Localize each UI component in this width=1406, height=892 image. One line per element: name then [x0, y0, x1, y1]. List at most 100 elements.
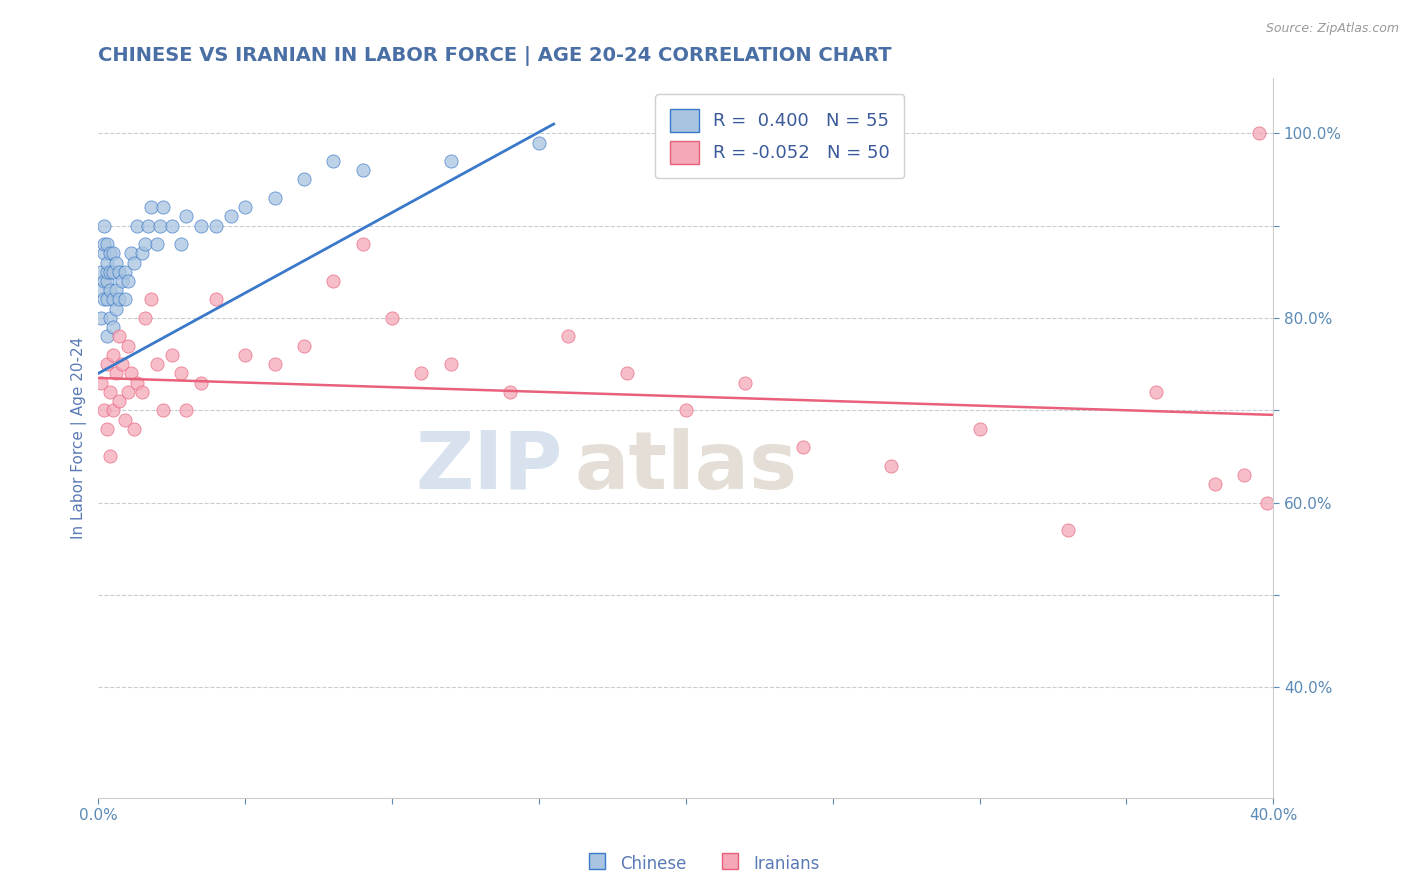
Point — [96, 422, 118, 436]
Point — [93, 293, 115, 307]
Point — [93, 274, 115, 288]
Point — [120, 246, 142, 260]
Point — [675, 136, 697, 150]
Point — [96, 293, 118, 307]
Point — [141, 293, 163, 307]
Point — [292, 338, 315, 352]
Point — [1256, 495, 1278, 509]
Point — [352, 237, 374, 252]
Point — [616, 367, 638, 381]
Point — [90, 310, 112, 325]
Point — [1056, 524, 1078, 538]
Point — [93, 246, 115, 260]
Point — [93, 403, 115, 417]
Point — [152, 200, 174, 214]
Point — [205, 293, 228, 307]
Point — [117, 338, 139, 352]
Point — [146, 357, 169, 371]
Point — [169, 237, 191, 252]
Point — [104, 367, 127, 381]
Point — [101, 348, 124, 362]
Point — [90, 265, 112, 279]
Point — [440, 357, 463, 371]
Point — [152, 403, 174, 417]
Point — [104, 283, 127, 297]
Point — [90, 376, 112, 390]
Point — [190, 376, 212, 390]
Point — [440, 153, 463, 168]
Point — [131, 246, 153, 260]
Point — [122, 255, 145, 269]
Point — [233, 348, 256, 362]
Point — [104, 255, 127, 269]
Point — [1247, 126, 1270, 140]
Point — [169, 367, 191, 381]
Point — [101, 403, 124, 417]
Point — [411, 367, 433, 381]
Point — [1233, 467, 1256, 482]
Y-axis label: In Labor Force | Age 20-24: In Labor Force | Age 20-24 — [72, 337, 87, 539]
Point — [125, 376, 148, 390]
Text: CHINESE VS IRANIAN IN LABOR FORCE | AGE 20-24 CORRELATION CHART: CHINESE VS IRANIAN IN LABOR FORCE | AGE … — [98, 46, 891, 66]
Point — [136, 219, 159, 233]
Point — [111, 357, 134, 371]
Point — [98, 246, 121, 260]
Point — [108, 394, 131, 409]
Point — [1204, 477, 1226, 491]
Point — [108, 329, 131, 343]
Point — [93, 237, 115, 252]
Legend: R =  0.400   N = 55, R = -0.052   N = 50: R = 0.400 N = 55, R = -0.052 N = 50 — [655, 95, 904, 178]
Point — [134, 310, 156, 325]
Point — [176, 403, 198, 417]
Text: ZIP: ZIP — [415, 428, 562, 506]
Point — [96, 274, 118, 288]
Point — [352, 163, 374, 178]
Point — [792, 440, 814, 454]
Point — [96, 357, 118, 371]
Point — [131, 384, 153, 399]
Point — [141, 200, 163, 214]
Point — [160, 348, 183, 362]
Point — [557, 329, 579, 343]
Point — [1144, 384, 1167, 399]
Point — [114, 412, 136, 426]
Point — [125, 219, 148, 233]
Point — [969, 422, 991, 436]
Point — [117, 384, 139, 399]
Point — [498, 384, 520, 399]
Point — [114, 293, 136, 307]
Point — [101, 265, 124, 279]
Point — [101, 293, 124, 307]
Legend: Chinese, Iranians: Chinese, Iranians — [579, 847, 827, 880]
Text: atlas: atlas — [574, 428, 797, 506]
Point — [233, 200, 256, 214]
Text: Source: ZipAtlas.com: Source: ZipAtlas.com — [1265, 22, 1399, 36]
Point — [98, 450, 121, 464]
Point — [527, 136, 550, 150]
Point — [98, 384, 121, 399]
Point — [98, 283, 121, 297]
Point — [90, 283, 112, 297]
Point — [675, 403, 697, 417]
Point — [108, 265, 131, 279]
Point — [96, 237, 118, 252]
Point — [263, 191, 285, 205]
Point — [149, 219, 172, 233]
Point — [292, 172, 315, 186]
Point — [381, 310, 404, 325]
Point — [122, 422, 145, 436]
Point — [108, 293, 131, 307]
Point — [101, 246, 124, 260]
Point — [96, 329, 118, 343]
Point — [111, 274, 134, 288]
Point — [101, 320, 124, 334]
Point — [322, 153, 344, 168]
Point — [98, 310, 121, 325]
Point — [146, 237, 169, 252]
Point — [134, 237, 156, 252]
Point — [219, 210, 242, 224]
Point — [205, 219, 228, 233]
Point — [96, 255, 118, 269]
Point — [263, 357, 285, 371]
Point — [96, 265, 118, 279]
